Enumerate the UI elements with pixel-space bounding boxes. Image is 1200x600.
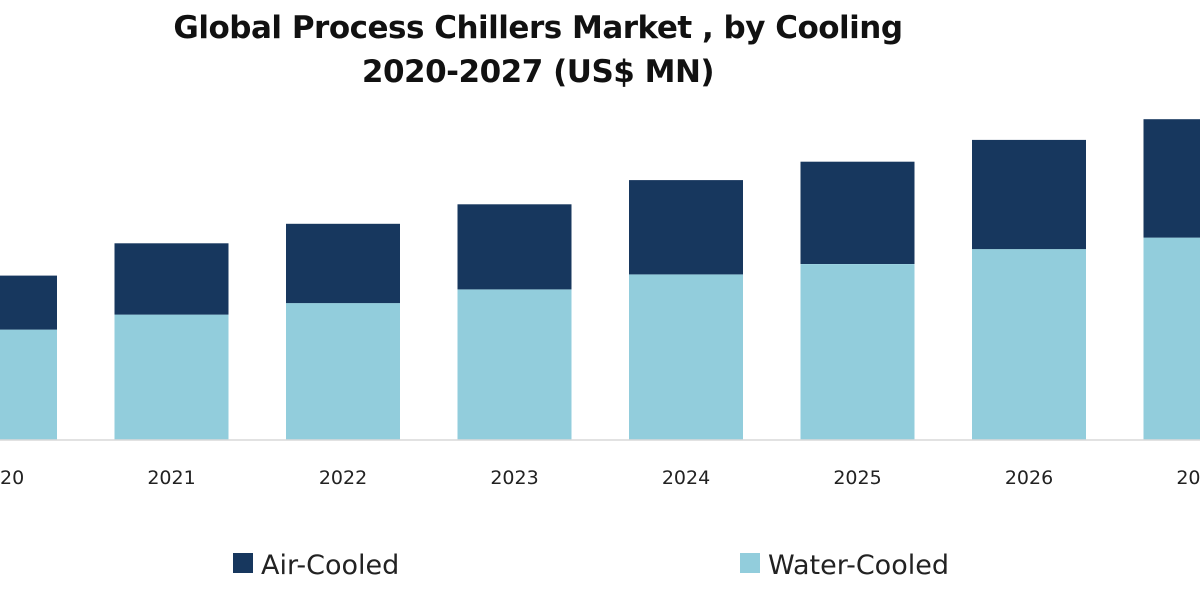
- bar-air-cooled-2023: [457, 204, 572, 290]
- bar-water-cooled-2027: [1143, 237, 1200, 440]
- bar-water-cooled-2021: [114, 314, 229, 440]
- bar-air-cooled-2022: [286, 223, 400, 304]
- bar-water-cooled-2024: [629, 274, 743, 440]
- bar-air-cooled-2020: [0, 275, 57, 330]
- chart-title: Global Process Chillers Market , by Cool…: [0, 6, 1076, 94]
- bar-air-cooled-2025: [800, 161, 915, 264]
- legend-label-water-cooled: Water-Cooled: [768, 550, 949, 581]
- bar-water-cooled-2023: [457, 289, 572, 440]
- bar-air-cooled-2026: [972, 139, 1086, 250]
- chart-subtitle: 2020-2027 (US$ MN): [361, 54, 715, 90]
- x-tick-label-2026: 2026: [1005, 467, 1053, 489]
- x-tick-label-2025: 2025: [833, 467, 881, 489]
- legend: Air-Cooled Water-Cooled: [233, 550, 949, 581]
- chart-title-main: Global Process Chillers Market , by Cool…: [173, 10, 903, 46]
- bar-air-cooled-2027: [1143, 119, 1200, 238]
- legend-swatch-water-cooled: [740, 553, 760, 573]
- bar-water-cooled-2022: [286, 303, 400, 440]
- bar-group: [0, 119, 1200, 440]
- x-tick-labels: 2020 2021 2022 2023 2024 2025 2026 2027: [0, 467, 1200, 489]
- x-tick-label-2023: 2023: [490, 467, 538, 489]
- x-tick-label-2020: 2020: [0, 467, 24, 489]
- x-tick-label-2022: 2022: [319, 467, 367, 489]
- x-tick-label-2024: 2024: [662, 467, 710, 489]
- x-tick-label-2021: 2021: [147, 467, 195, 489]
- bar-air-cooled-2024: [629, 180, 743, 275]
- legend-swatch-air-cooled: [233, 553, 253, 573]
- x-tick-label-2027: 2027: [1176, 467, 1200, 489]
- bar-air-cooled-2021: [114, 243, 229, 315]
- bar-water-cooled-2020: [0, 329, 57, 440]
- bar-water-cooled-2026: [972, 249, 1086, 440]
- bar-water-cooled-2025: [800, 264, 915, 440]
- legend-label-air-cooled: Air-Cooled: [261, 550, 399, 581]
